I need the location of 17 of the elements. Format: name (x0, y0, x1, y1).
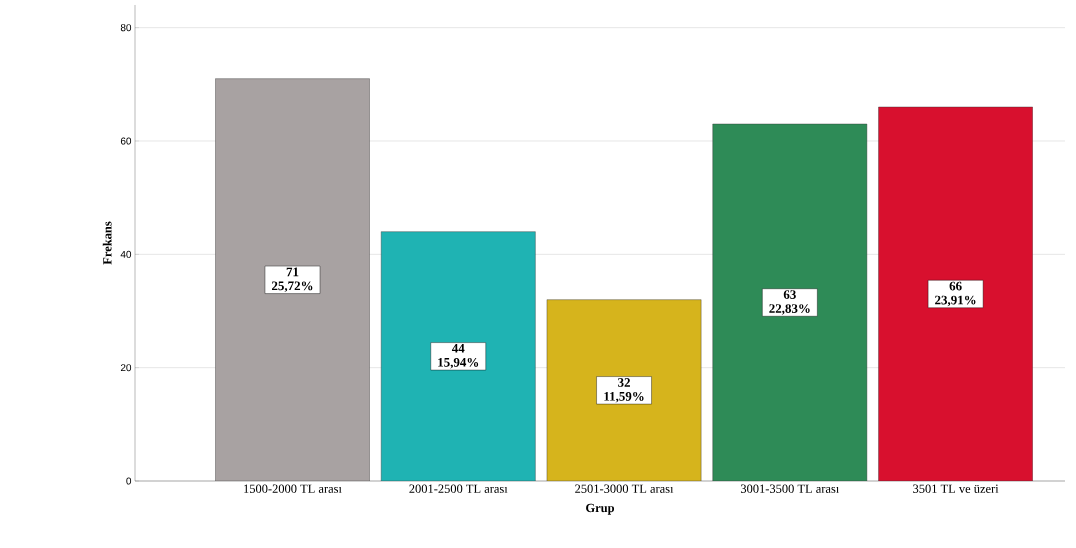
x-axis-title: Grup (586, 503, 615, 515)
data-label: 71 25,72% (271, 267, 313, 293)
x-tick-label: 2501-3000 TL arası (575, 484, 674, 493)
data-label: 32 11,59% (604, 378, 644, 403)
x-tick-label: 1500-2000 TL arası (244, 484, 342, 493)
x-tick-label: 2001-2500 TL arası (409, 484, 508, 493)
y-tick-label: 80 (120, 24, 132, 32)
y-tick-label: 20 (120, 364, 132, 372)
y-tick-label: 0 (126, 477, 132, 485)
y-tick-label: 40 (120, 250, 132, 258)
y-axis-title: Frekans (102, 221, 112, 265)
y-tick-label: 60 (120, 137, 132, 145)
x-tick-label: 3501 TL ve üzeri (913, 484, 999, 493)
data-label: 44 15,94% (438, 344, 479, 369)
x-tick-label: 3001-3500 TL arası (740, 484, 840, 493)
data-label: 66 23,91% (935, 281, 976, 307)
data-label: 63 22,83% (769, 290, 810, 315)
